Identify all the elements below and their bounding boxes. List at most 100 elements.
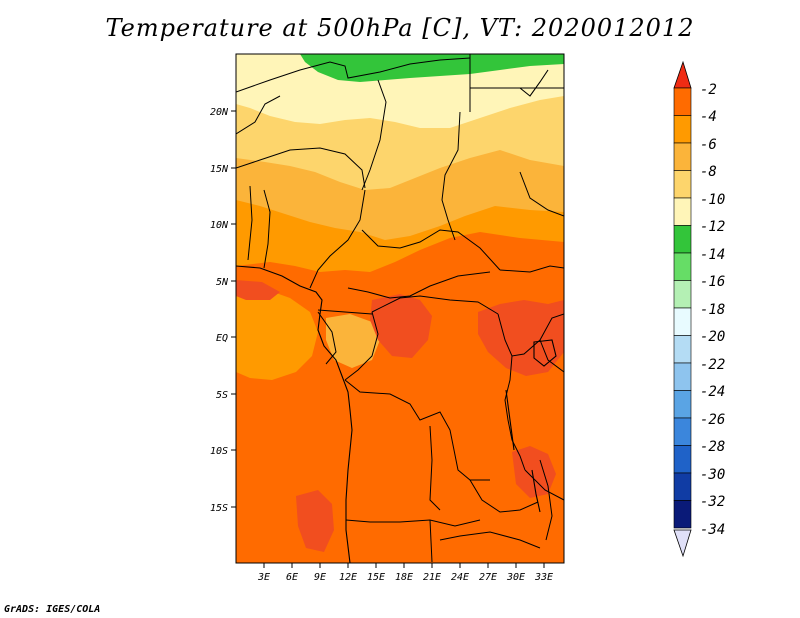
border-libya-niger bbox=[236, 57, 471, 93]
colorbar-swatch bbox=[673, 252, 692, 281]
cbar-label: -18 bbox=[700, 302, 725, 318]
border-drc-angola bbox=[344, 379, 490, 481]
border-angola-namibia bbox=[345, 519, 481, 527]
field-band-pale bbox=[236, 54, 564, 128]
colorbar-swatch bbox=[673, 362, 692, 391]
colorbar-swatch bbox=[673, 390, 692, 419]
colorbar-swatch bbox=[673, 335, 692, 364]
colorbar-swatch bbox=[673, 417, 692, 446]
coast-lake-malawi bbox=[531, 469, 541, 513]
colorbar-swatch bbox=[673, 472, 692, 501]
coast-red-sea bbox=[519, 69, 549, 97]
cbar-label: -30 bbox=[700, 467, 725, 483]
coast-lake-tanganyika bbox=[505, 389, 515, 451]
border-togo-ghana bbox=[247, 185, 253, 261]
colorbar-swatch bbox=[673, 142, 692, 171]
coast-lake-victoria bbox=[533, 339, 557, 367]
coast-gulf-of-guinea bbox=[236, 265, 353, 563]
cbar-label: -14 bbox=[700, 247, 725, 263]
colorbar-bottom-triangle bbox=[673, 529, 692, 558]
border-zimbabwe bbox=[439, 531, 541, 549]
border-malawi bbox=[539, 459, 553, 541]
lat-label-5s: 5S bbox=[216, 390, 228, 401]
border-nigeria-cameroon bbox=[309, 189, 366, 289]
border-mali-niger bbox=[236, 95, 281, 135]
lat-axis: 20N 15N 10N 5N EQ 5S 10S 15S bbox=[210, 107, 236, 514]
lat-label-10n: 10N bbox=[210, 220, 229, 231]
lon-label-18e: 18E bbox=[395, 572, 413, 583]
lon-label-24e: 24E bbox=[451, 572, 469, 583]
border-cameroon-gabon bbox=[317, 309, 373, 315]
lon-label-3e: 3E bbox=[257, 572, 270, 583]
field-patch-red-se bbox=[512, 446, 556, 498]
cbar-label: -22 bbox=[700, 357, 725, 373]
map-frame bbox=[235, 53, 565, 564]
cbar-label: -12 bbox=[700, 219, 725, 235]
lon-label-21e: 21E bbox=[423, 572, 441, 583]
border-kenya bbox=[539, 339, 564, 373]
cbar-label: -28 bbox=[700, 439, 725, 455]
border-tanzania bbox=[524, 469, 564, 501]
border-drc-east bbox=[504, 355, 526, 471]
lat-label-5n: 5N bbox=[216, 277, 229, 288]
field-patch-red-south bbox=[296, 490, 334, 552]
colorbar-swatch bbox=[673, 170, 692, 199]
lat-label-10s: 10S bbox=[210, 446, 228, 457]
country-borders bbox=[236, 54, 564, 563]
cbar-label: -20 bbox=[700, 329, 725, 345]
border-zambia-south bbox=[469, 479, 539, 513]
lon-label-27e: 27E bbox=[479, 572, 497, 583]
colorbar-top-triangle bbox=[673, 60, 692, 89]
border-niger-chad bbox=[361, 79, 387, 191]
chart-title: Temperature at 500hPa [C], VT: 202001201… bbox=[105, 14, 695, 42]
colorbar: -2 -4 -6 -8 -10 -12 -14 -16 -18 -20 -22 … bbox=[673, 60, 725, 558]
colorbar-swatch bbox=[673, 197, 692, 226]
lat-label-15s: 15S bbox=[210, 503, 228, 514]
colorbar-swatch bbox=[673, 225, 692, 254]
field-patch-orange-west bbox=[236, 288, 318, 380]
border-gabon-congo bbox=[317, 311, 337, 365]
lat-label-eq: EQ bbox=[216, 333, 228, 344]
cbar-label: -16 bbox=[700, 274, 725, 290]
colorbar-swatch bbox=[673, 500, 692, 529]
border-congo-drc bbox=[344, 311, 379, 381]
field-patch-red-mid bbox=[236, 280, 280, 300]
cbar-label: -8 bbox=[700, 164, 717, 180]
lat-label-15n: 15N bbox=[210, 164, 229, 175]
border-uganda bbox=[497, 313, 564, 357]
footer-credit: GrADS: IGES/COLA bbox=[4, 604, 101, 615]
border-benin bbox=[263, 189, 271, 269]
lon-label-6e: 6E bbox=[286, 572, 298, 583]
lon-axis: 3E 6E 9E 12E 15E 18E 21E 24E 27E 30E 33E bbox=[257, 563, 553, 583]
colorbar-swatch bbox=[673, 445, 692, 474]
colorbar-swatch bbox=[673, 280, 692, 309]
lon-label-9e: 9E bbox=[314, 572, 326, 583]
lon-label-33e: 33E bbox=[534, 572, 553, 583]
cbar-label: -34 bbox=[700, 522, 725, 538]
field-patch-orange-congo bbox=[326, 314, 380, 368]
cbar-label: -26 bbox=[700, 412, 725, 428]
border-ethiopia-sudan bbox=[519, 171, 564, 217]
border-car-north bbox=[361, 229, 501, 271]
border-angola-zambia bbox=[429, 425, 441, 511]
cbar-label: -2 bbox=[700, 82, 717, 98]
colorbar-swatch bbox=[673, 87, 692, 116]
border-niger-nigeria bbox=[236, 147, 366, 189]
lon-label-12e: 12E bbox=[339, 572, 357, 583]
border-chad-sudan bbox=[441, 111, 461, 241]
cbar-label: -32 bbox=[700, 494, 725, 510]
border-car-south bbox=[347, 271, 491, 299]
coastlines bbox=[236, 69, 557, 563]
colorbar-swatch bbox=[673, 307, 692, 336]
lon-label-15e: 15E bbox=[367, 572, 385, 583]
lat-label-20n: 20N bbox=[210, 107, 229, 118]
cbar-label: -6 bbox=[700, 137, 717, 153]
field-patch-red-central bbox=[370, 294, 432, 358]
temperature-field bbox=[236, 54, 564, 563]
border-drc-north bbox=[371, 295, 499, 315]
cbar-label: -24 bbox=[700, 384, 725, 400]
cbar-label: -10 bbox=[700, 192, 725, 208]
border-south-sudan-east bbox=[499, 265, 564, 273]
lon-label-30e: 30E bbox=[506, 572, 525, 583]
